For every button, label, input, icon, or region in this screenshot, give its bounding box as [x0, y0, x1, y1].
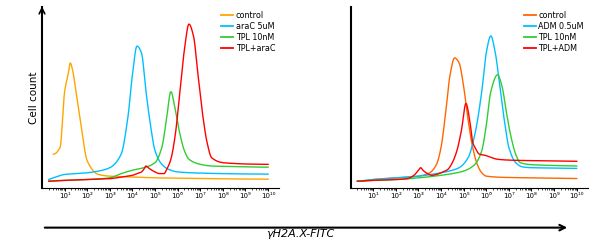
Text: γH2A.X-FITC: γH2A.X-FITC: [266, 229, 334, 239]
Legend: control, araC 5uM, TPL 10nM, TPL+araC: control, araC 5uM, TPL 10nM, TPL+araC: [218, 8, 278, 57]
Y-axis label: Cell count: Cell count: [29, 71, 39, 124]
Legend: control, ADM 0.5uM, TPL 10nM, TPL+ADM: control, ADM 0.5uM, TPL 10nM, TPL+ADM: [521, 8, 587, 57]
